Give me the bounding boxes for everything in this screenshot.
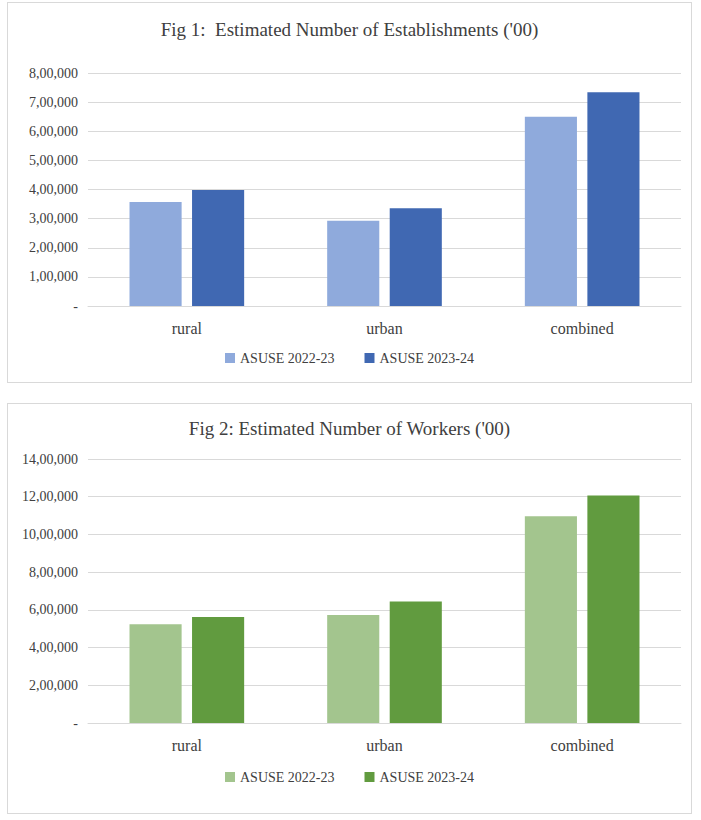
- svg-text:6,00,000: 6,00,000: [29, 602, 78, 617]
- svg-text:combined: combined: [551, 320, 614, 337]
- svg-text:Fig 2: Estimated Number of Wor: Fig 2: Estimated Number of Workers ('00): [189, 418, 510, 440]
- svg-text:14,00,000: 14,00,000: [22, 452, 78, 467]
- svg-text:12,00,000: 12,00,000: [22, 489, 78, 504]
- svg-text:2,00,000: 2,00,000: [29, 678, 78, 693]
- svg-text:6,00,000: 6,00,000: [29, 124, 78, 139]
- svg-text:ASUSE 2022-23: ASUSE 2022-23: [240, 351, 335, 366]
- svg-text:combined: combined: [551, 737, 614, 754]
- svg-text:-: -: [73, 716, 78, 731]
- svg-text:4,00,000: 4,00,000: [29, 640, 78, 655]
- svg-text:8,00,000: 8,00,000: [29, 66, 78, 81]
- svg-text:5,00,000: 5,00,000: [29, 153, 78, 168]
- svg-text:ASUSE 2023-24: ASUSE 2023-24: [380, 770, 475, 785]
- svg-text:urban: urban: [366, 737, 402, 754]
- svg-text:4,00,000: 4,00,000: [29, 182, 78, 197]
- svg-text:Fig 1: Estimated Number of Es: Fig 1: Estimated Number of Establishment…: [161, 19, 539, 41]
- svg-text:7,00,000: 7,00,000: [29, 95, 78, 110]
- svg-text:-: -: [73, 299, 78, 314]
- svg-text:8,00,000: 8,00,000: [29, 565, 78, 580]
- svg-text:1,00,000: 1,00,000: [29, 269, 78, 284]
- svg-text:ASUSE 2023-24: ASUSE 2023-24: [380, 351, 475, 366]
- svg-text:rural: rural: [172, 320, 203, 337]
- svg-text:ASUSE 2022-23: ASUSE 2022-23: [240, 770, 335, 785]
- svg-text:3,00,000: 3,00,000: [29, 211, 78, 226]
- svg-text:rural: rural: [172, 737, 203, 754]
- svg-text:2,00,000: 2,00,000: [29, 240, 78, 255]
- svg-text:urban: urban: [366, 320, 402, 337]
- svg-text:10,00,000: 10,00,000: [22, 527, 78, 542]
